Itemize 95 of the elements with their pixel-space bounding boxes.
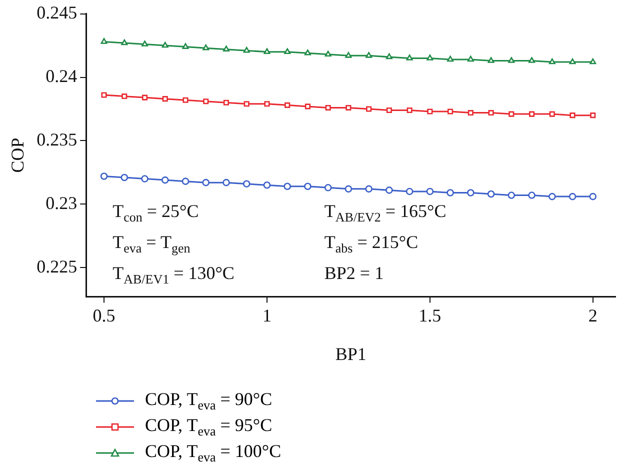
point <box>528 57 536 63</box>
point <box>284 182 291 190</box>
point <box>529 111 535 117</box>
y-tick-label: 0.235 <box>36 129 78 150</box>
point <box>487 190 495 198</box>
point <box>222 178 230 186</box>
x-tick-label: 2 <box>588 305 598 326</box>
point <box>570 112 576 118</box>
legend-label: COP, T$_{eva}$ = 100°C <box>145 440 282 466</box>
point <box>508 57 515 63</box>
y-tick-label: 0.245 <box>36 2 78 23</box>
point <box>568 192 576 200</box>
point <box>142 40 148 46</box>
point <box>202 178 210 186</box>
x-tick-label: 1 <box>262 305 272 326</box>
point <box>122 94 128 100</box>
point <box>508 111 514 117</box>
point <box>549 111 555 117</box>
point <box>242 180 250 188</box>
point <box>284 102 290 108</box>
point <box>161 176 169 184</box>
point <box>447 56 454 62</box>
point <box>121 39 128 46</box>
point <box>324 50 332 57</box>
point <box>590 58 596 64</box>
annotation: T$_{AB/EV2}$ = 165°C <box>324 200 446 226</box>
point <box>406 54 413 60</box>
point <box>406 188 414 196</box>
point <box>467 56 474 62</box>
point <box>344 185 352 193</box>
point <box>448 108 454 114</box>
point <box>182 178 190 185</box>
point <box>244 101 250 107</box>
point <box>304 49 311 56</box>
annotation: BP2 = 1 <box>324 262 384 284</box>
point <box>406 107 412 114</box>
point <box>142 94 148 100</box>
point <box>386 107 392 114</box>
point <box>101 92 107 98</box>
point <box>141 175 148 182</box>
point <box>467 189 474 196</box>
x-axis-title: BP1 <box>335 344 366 364</box>
point <box>324 184 332 192</box>
point <box>366 106 372 112</box>
y-tick-label: 0.225 <box>36 256 78 276</box>
point <box>427 108 433 114</box>
point <box>528 192 536 199</box>
point <box>222 46 230 52</box>
point <box>264 101 270 107</box>
point <box>386 186 393 194</box>
point <box>263 181 271 189</box>
y-axis-title: COP <box>8 138 28 173</box>
annotation: T$_{con}$ = 25°C <box>112 200 199 226</box>
point <box>569 58 576 64</box>
point <box>426 188 434 196</box>
y-tick-label: 0.24 <box>46 66 78 86</box>
y-tick-label: 0.23 <box>46 192 78 213</box>
point <box>223 100 230 106</box>
point <box>304 104 310 110</box>
point <box>508 192 516 199</box>
point <box>468 110 474 116</box>
point <box>100 172 108 180</box>
point <box>162 42 168 48</box>
point <box>346 104 352 110</box>
point <box>100 38 108 44</box>
point <box>589 192 597 200</box>
x-tick-label: 0.5 <box>92 305 116 326</box>
x-tick-label: 1.5 <box>418 305 442 326</box>
point <box>162 96 168 102</box>
point <box>203 98 209 104</box>
point <box>243 46 250 53</box>
point <box>590 112 596 118</box>
point <box>182 97 188 103</box>
point <box>365 185 372 193</box>
legend-label: COP, T$_{eva}$ = 95°C <box>145 414 272 440</box>
point <box>264 48 270 54</box>
point <box>120 174 128 182</box>
point <box>202 44 210 50</box>
point <box>548 58 556 64</box>
point <box>488 110 494 116</box>
point <box>345 52 352 58</box>
legend-label: COP, T$_{eva}$ = 90°C <box>145 388 272 414</box>
annotation: T$_{abs}$ = 215°C <box>324 232 418 256</box>
point <box>325 104 331 110</box>
point <box>548 192 556 200</box>
point <box>386 53 392 60</box>
point <box>182 43 189 49</box>
point <box>366 52 372 58</box>
point <box>304 182 312 190</box>
point <box>488 57 494 63</box>
point <box>446 189 454 196</box>
point <box>284 48 291 54</box>
annotation: T$_{AB/EV1}$ = 130°C <box>112 262 234 288</box>
annotation: T$_{eva}$ = T$_{gen}$ <box>112 232 190 256</box>
point <box>426 54 434 60</box>
